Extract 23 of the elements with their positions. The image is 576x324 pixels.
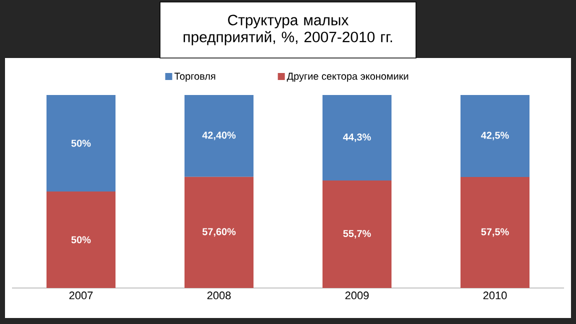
bar	[322, 180, 392, 288]
bar	[460, 177, 530, 288]
data-label: 50%	[71, 140, 91, 147]
data-label: 57,60%	[202, 228, 236, 237]
data-label: 44,3%	[343, 134, 371, 142]
bar	[460, 95, 530, 178]
bar	[184, 176, 254, 288]
chart-title: Структура малых предприятий, %, 2007-2010 гг.	[184, 14, 392, 46]
data-label: 50%	[71, 236, 91, 244]
bar	[322, 95, 392, 180]
bar	[46, 192, 116, 288]
data-label: 57,5%	[481, 228, 509, 237]
legend-label: Другие сектора экономики	[286, 72, 408, 82]
x-tick-label: 2007	[69, 292, 93, 300]
data-label: 42,5%	[481, 132, 509, 140]
x-tick-label: 2009	[345, 292, 369, 300]
legend-label: Торговля	[174, 72, 216, 82]
data-label: 55,7%	[343, 230, 371, 238]
data-label: 42,40%	[202, 132, 236, 140]
bar	[184, 95, 254, 177]
x-tick-label: 2008	[207, 292, 231, 300]
bar	[46, 95, 116, 192]
x-tick-label: 2010	[483, 292, 507, 300]
